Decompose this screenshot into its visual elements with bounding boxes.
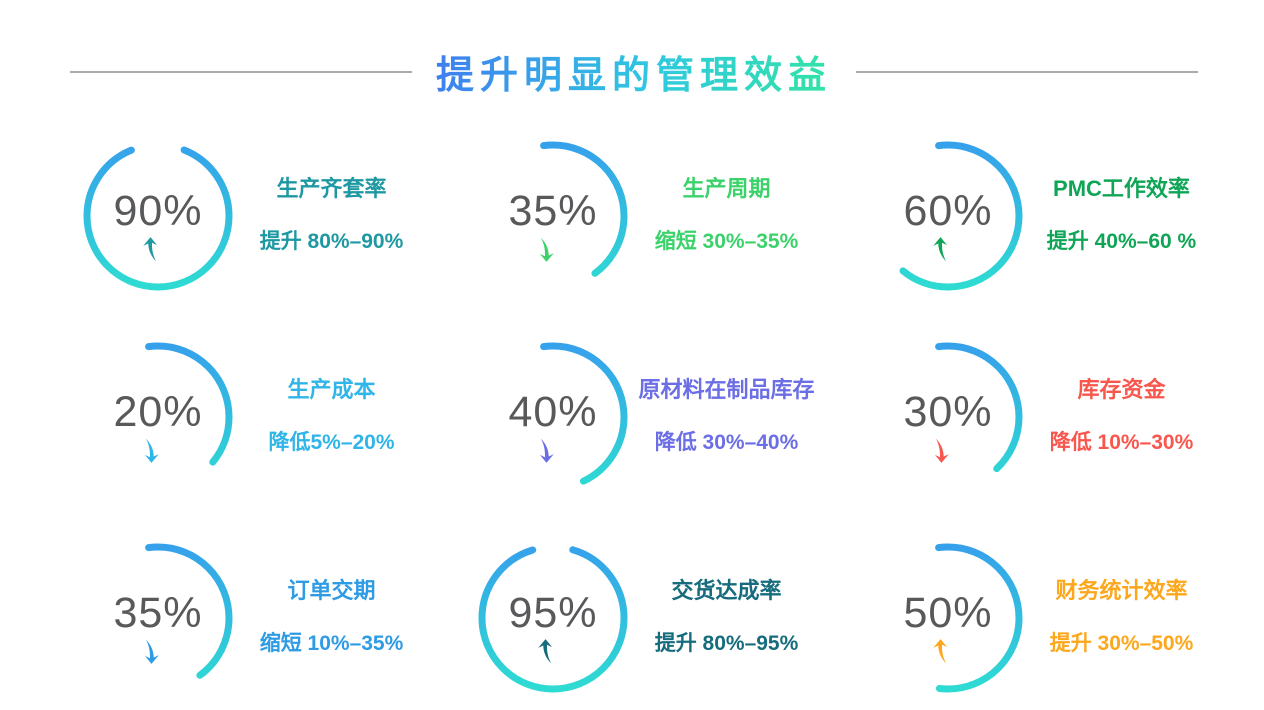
metric-card-wip-inventory: 40% 原材料在制品库存 降低 30%–40%: [465, 316, 860, 517]
metric-card-inventory-capital: 30% 库存资金 降低 10%–30%: [860, 316, 1255, 517]
metric-value: 30%: [903, 387, 993, 436]
metric-labels: 订单交期 缩短 10%–35%: [238, 579, 425, 656]
metric-range: 降低5%–20%: [268, 431, 395, 454]
metrics-grid: 90% 生产齐套率 提升 80%–90% 35% 生产周期 缩短 30%–35%: [70, 115, 1255, 710]
metric-label: 库存资金: [1077, 377, 1166, 402]
metric-range: 提升 40%–60 %: [1046, 230, 1197, 253]
metric-labels: 财务统计效率 提升 30%–50%: [1028, 579, 1215, 656]
trend-down-arrow-icon: [539, 237, 554, 262]
metric-range: 缩短 30%–35%: [654, 230, 799, 253]
gauge-ring: 20%: [78, 337, 238, 497]
trend-down-arrow-icon: [144, 639, 159, 664]
metric-label: PMC工作效率: [1053, 176, 1190, 201]
metric-value: 95%: [508, 588, 598, 637]
gauge-ring: 95%: [473, 538, 633, 698]
metric-labels: 生产成本 降低5%–20%: [238, 378, 425, 455]
metric-label: 生产齐套率: [276, 176, 387, 201]
metric-label: 交货达成率: [671, 578, 782, 603]
trend-down-arrow-icon: [144, 438, 159, 463]
divider-line-right: [856, 70, 1199, 73]
metric-labels: 生产周期 缩短 30%–35%: [633, 177, 820, 254]
metric-labels: 生产齐套率 提升 80%–90%: [238, 177, 425, 254]
metric-card-order-leadtime: 35% 订单交期 缩短 10%–35%: [70, 517, 465, 710]
gauge-ring: 60%: [868, 136, 1028, 296]
trend-down-arrow-icon: [934, 438, 949, 463]
metric-range: 提升 80%–95%: [654, 632, 799, 655]
gauge-ring: 35%: [473, 136, 633, 296]
metric-value: 35%: [113, 588, 203, 637]
slide-header: 提升明显的管理效益: [70, 44, 1199, 99]
trend-down-arrow-icon: [539, 438, 554, 463]
metric-card-finance-efficiency: 50% 财务统计效率 提升 30%–50%: [860, 517, 1255, 710]
gauge-ring: 35%: [78, 538, 238, 698]
metric-card-pmc-efficiency: 60% PMC工作效率 提升 40%–60 %: [860, 115, 1255, 316]
metric-label: 财务统计效率: [1055, 578, 1188, 603]
gauge-ring: 30%: [868, 337, 1028, 497]
trend-up-arrow-icon: [933, 638, 948, 663]
metric-range: 降低 10%–30%: [1049, 431, 1194, 454]
metric-range: 降低 30%–40%: [654, 431, 799, 454]
metric-labels: 原材料在制品库存 降低 30%–40%: [633, 378, 820, 455]
metric-labels: PMC工作效率 提升 40%–60 %: [1028, 177, 1215, 254]
metric-card-production-cycle: 35% 生产周期 缩短 30%–35%: [465, 115, 860, 316]
gauge-ring: 90%: [78, 136, 238, 296]
metric-label: 生产成本: [287, 377, 376, 402]
metric-value: 60%: [903, 186, 993, 235]
metric-value: 90%: [113, 186, 203, 235]
metric-card-production-kitting: 90% 生产齐套率 提升 80%–90%: [70, 115, 465, 316]
metric-label: 生产周期: [682, 176, 771, 201]
metric-range: 缩短 10%–35%: [259, 632, 404, 655]
metric-range: 提升 30%–50%: [1049, 632, 1194, 655]
metric-card-delivery-rate: 95% 交货达成率 提升 80%–95%: [465, 517, 860, 710]
metric-card-production-cost: 20% 生产成本 降低5%–20%: [70, 316, 465, 517]
metric-label: 订单交期: [287, 578, 376, 603]
metric-value: 20%: [113, 387, 203, 436]
metric-labels: 库存资金 降低 10%–30%: [1028, 378, 1215, 455]
page-title: 提升明显的管理效益: [436, 44, 832, 99]
metric-range: 提升 80%–90%: [259, 230, 404, 253]
divider-line-left: [70, 70, 412, 73]
metric-label: 原材料在制品库存: [638, 377, 815, 402]
gauge-ring: 50%: [868, 538, 1028, 698]
metric-value: 50%: [903, 588, 993, 637]
trend-up-arrow-icon: [933, 236, 948, 261]
metric-value: 35%: [508, 186, 598, 235]
metric-labels: 交货达成率 提升 80%–95%: [633, 579, 820, 656]
metric-value: 40%: [508, 387, 598, 436]
trend-up-arrow-icon: [143, 236, 158, 261]
trend-up-arrow-icon: [538, 638, 553, 663]
gauge-ring: 40%: [473, 337, 633, 497]
